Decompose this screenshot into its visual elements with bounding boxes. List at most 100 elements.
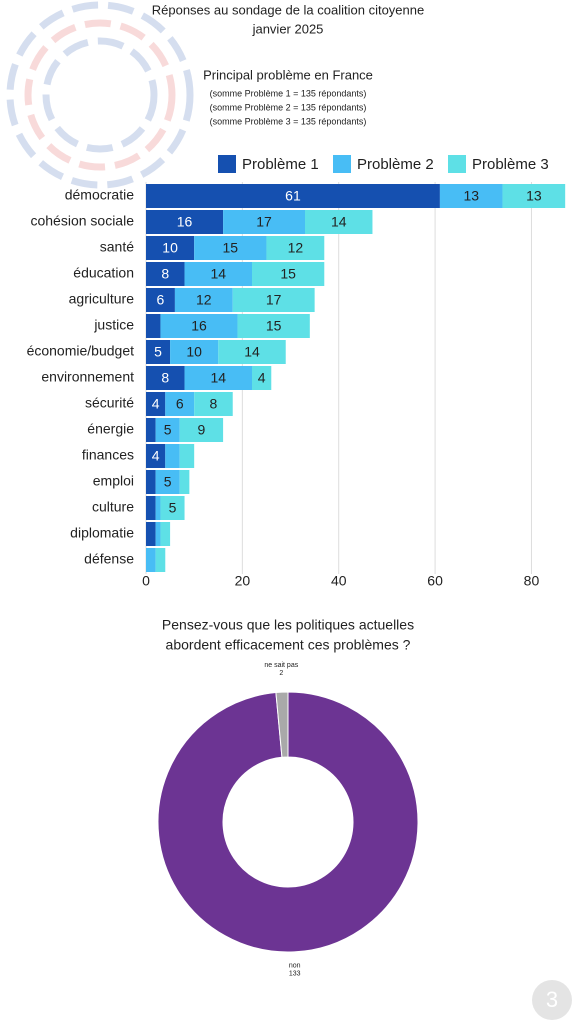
value-label: 61	[285, 188, 301, 204]
category-label: finances	[82, 447, 134, 463]
bar-segment	[160, 314, 238, 338]
bar-segment	[237, 314, 310, 338]
bar-segment	[146, 314, 161, 338]
donut-slice	[157, 691, 419, 953]
slice-label: non	[289, 963, 301, 970]
value-label: 15	[266, 318, 282, 334]
bar-segment	[439, 184, 503, 208]
annotation: (somme Problème 3 = 135 répondants)	[210, 116, 367, 126]
value-label: 17	[256, 214, 272, 230]
page-number: 3	[546, 987, 558, 1012]
value-label: 16	[191, 318, 207, 334]
category-label: éducation	[73, 265, 134, 281]
value-label: 14	[244, 344, 260, 360]
bar-segment	[194, 392, 233, 416]
bar-segment	[160, 522, 171, 546]
category-label: sécurité	[85, 395, 134, 411]
bar-segment	[146, 496, 156, 520]
value-label: 10	[186, 344, 202, 360]
category-label: justice	[93, 317, 134, 333]
value-label: 12	[288, 240, 304, 256]
value-label: 5	[164, 422, 172, 438]
x-tick-label: 0	[142, 573, 150, 589]
value-label: 14	[210, 266, 226, 282]
bar-segment	[184, 262, 252, 286]
bar-segment	[155, 496, 161, 520]
bar-segment	[179, 418, 224, 442]
category-label: énergie	[87, 421, 134, 437]
bar-segment	[266, 236, 325, 260]
bar-segment	[165, 392, 195, 416]
bar-segment	[179, 470, 190, 494]
value-label: 4	[152, 448, 160, 464]
value-label: 6	[157, 292, 165, 308]
bar-segment	[160, 496, 185, 520]
bar-segment	[146, 210, 224, 234]
category-label: diplomatie	[70, 525, 134, 541]
bar-segment	[146, 470, 156, 494]
value-label: 5	[154, 344, 162, 360]
legend-label: Problème 3	[472, 156, 549, 173]
bar-segment	[252, 366, 272, 390]
bar-segment	[146, 340, 171, 364]
category-label: défense	[84, 551, 134, 567]
category-label: santé	[100, 239, 134, 255]
value-label: 5	[164, 474, 172, 490]
category-label: emploi	[93, 473, 134, 489]
value-label: 4	[152, 396, 160, 412]
value-label: 5	[169, 500, 177, 516]
bar-segment	[232, 288, 315, 312]
page-badge	[532, 980, 572, 1020]
category-label: agriculture	[69, 291, 135, 307]
value-label: 13	[526, 188, 542, 204]
category-label: démocratie	[65, 187, 134, 203]
bar-segment	[155, 548, 166, 572]
slice-label: ne sait pas	[264, 662, 298, 669]
bar-segment	[170, 340, 219, 364]
x-tick-label: 80	[524, 573, 540, 589]
bar-segment	[223, 210, 305, 234]
x-tick-label: 20	[235, 573, 251, 589]
bar-segment	[146, 366, 185, 390]
annotation: (somme Problème 2 = 135 répondants)	[210, 102, 367, 112]
value-label: 16	[177, 214, 193, 230]
x-tick-label: 40	[331, 573, 347, 589]
slice-value: 133	[289, 971, 301, 978]
bar-segment	[305, 210, 373, 234]
bar-segment	[184, 366, 252, 390]
chart-title: abordent efficacement ces problèmes ?	[166, 637, 411, 653]
subtitle: janvier 2025	[252, 21, 324, 36]
annotation: (somme Problème 1 = 135 répondants)	[210, 88, 367, 98]
bar-segment	[146, 236, 195, 260]
bar-segment	[194, 236, 267, 260]
category-label: économie/budget	[27, 343, 135, 359]
bar-segment	[155, 522, 161, 546]
bar-segment	[155, 418, 180, 442]
donut-slice	[275, 691, 289, 758]
category-label: culture	[92, 499, 134, 515]
chart-title: Pensez-vous que les politiques actuelles	[162, 617, 414, 633]
chart-title: Principal problème en France	[203, 67, 373, 82]
bar-segment	[252, 262, 325, 286]
value-label: 14	[331, 214, 347, 230]
category-label: cohésion sociale	[30, 213, 134, 229]
value-label: 10	[162, 240, 178, 256]
title: Réponses au sondage de la coalition cito…	[152, 2, 424, 17]
bar-segment	[502, 184, 566, 208]
value-label: 15	[223, 240, 239, 256]
legend-label: Problème 2	[357, 156, 434, 173]
bar-segment	[165, 444, 180, 468]
value-label: 15	[280, 266, 296, 282]
value-label: 17	[266, 292, 282, 308]
bar-segment	[179, 444, 195, 468]
value-label: 8	[161, 266, 169, 282]
value-label: 8	[161, 370, 169, 386]
value-label: 9	[198, 422, 206, 438]
bar-segment	[155, 470, 180, 494]
value-label: 13	[463, 188, 479, 204]
bar-segment	[146, 184, 440, 208]
legend-swatch	[218, 155, 236, 173]
value-label: 14	[210, 370, 226, 386]
bar-segment	[174, 288, 233, 312]
